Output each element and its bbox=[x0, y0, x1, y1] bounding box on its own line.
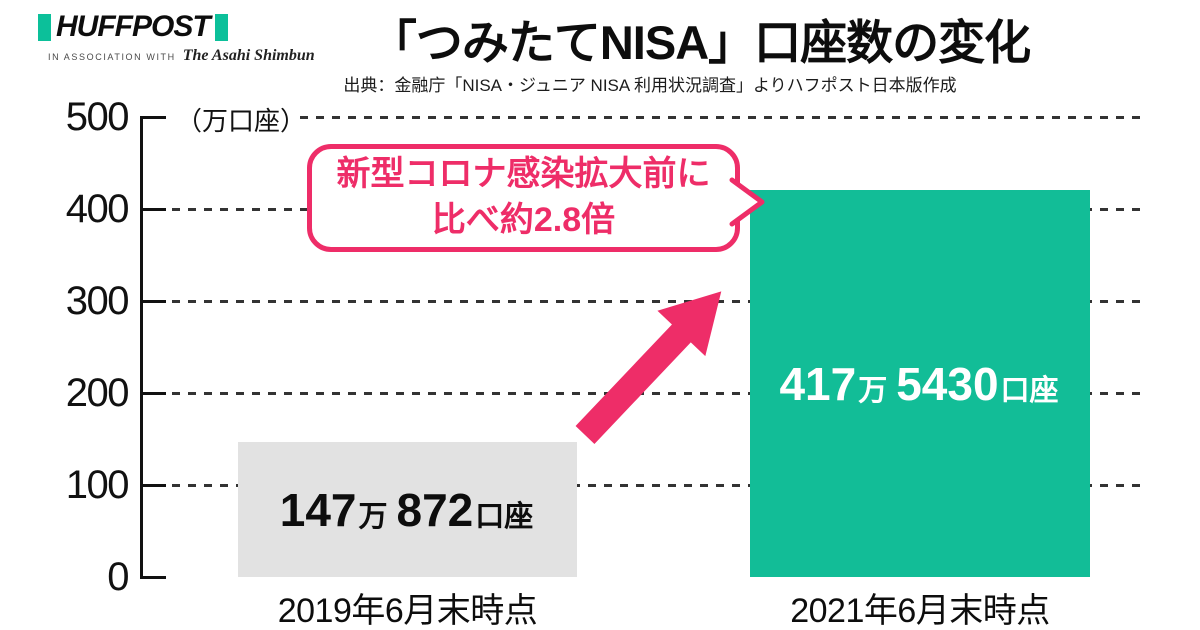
category-label-2019: 2019年6月末時点 bbox=[277, 592, 538, 630]
bar-2019-unit-man: 万 bbox=[358, 500, 388, 533]
logo-accent-left bbox=[38, 13, 51, 41]
y-axis-tick bbox=[140, 208, 166, 211]
bar-2021: 417 万 5430 口座 bbox=[750, 190, 1090, 577]
growth-arrow-icon bbox=[575, 291, 722, 444]
y-tick-label-500: 500 bbox=[65, 95, 130, 139]
logo-tagline: IN ASSOCIATION WITH bbox=[48, 52, 176, 62]
y-tick-label-0: 0 bbox=[107, 555, 129, 599]
bar-2021-unit-man: 万 bbox=[858, 374, 888, 407]
annotation-line-1: 新型コロナ感染拡大前に bbox=[336, 155, 711, 194]
gridline-500 bbox=[300, 116, 1140, 119]
y-axis-tick bbox=[140, 300, 166, 303]
gridline-100 bbox=[172, 484, 1140, 487]
y-tick-label-300: 300 bbox=[65, 279, 130, 323]
y-axis-tick bbox=[140, 116, 166, 119]
huffpost-logo: HUFFPOST IN ASSOCIATION WITH The Asahi S… bbox=[38, 10, 315, 65]
bar-2019-value-number2: 872 bbox=[396, 483, 474, 536]
y-axis-tick bbox=[140, 576, 166, 579]
logo-brand-text: HUFFPOST bbox=[56, 10, 211, 43]
gridline-300 bbox=[172, 300, 1140, 303]
page-title: 「つみたてNISA」口座数の変化 bbox=[369, 16, 1031, 69]
y-tick-label-400: 400 bbox=[65, 187, 130, 231]
y-axis-tick bbox=[140, 392, 166, 395]
bar-2019: 147 万 872 口座 bbox=[238, 442, 577, 577]
logo-partner: The Asahi Shimbun bbox=[182, 47, 315, 64]
logo-accent-right bbox=[214, 13, 228, 41]
bar-2019-unit-koza: 口座 bbox=[475, 500, 534, 533]
gridline-200 bbox=[172, 392, 1140, 395]
source-note: 出典：金融庁「NISA・ジュニア NISA 利用状況調査」よりハフポスト日本版作… bbox=[343, 76, 957, 95]
bar-2021-value-number: 417 bbox=[779, 357, 857, 410]
y-axis-tick bbox=[140, 484, 166, 487]
category-label-2021: 2021年6月末時点 bbox=[790, 592, 1050, 630]
bar-2021-value-label: 417 万 5430 口座 bbox=[779, 357, 1060, 411]
y-axis-unit-label: （万口座） bbox=[176, 106, 307, 136]
y-tick-label-200: 200 bbox=[65, 371, 130, 415]
bar-2019-value-label: 147 万 872 口座 bbox=[280, 483, 536, 537]
y-tick-label-100: 100 bbox=[65, 463, 130, 507]
bar-2019-value-number: 147 bbox=[279, 483, 357, 536]
bar-2021-unit-koza: 口座 bbox=[1000, 374, 1059, 407]
annotation-line-2: 比べ約2.8倍 bbox=[431, 201, 616, 239]
annotation-bubble: 新型コロナ感染拡大前に 比べ約2.8倍 bbox=[307, 144, 740, 252]
bar-2021-value-number2: 5430 bbox=[896, 357, 999, 410]
annotation-bubble-tail-icon bbox=[729, 177, 765, 227]
y-axis-line bbox=[140, 116, 143, 579]
